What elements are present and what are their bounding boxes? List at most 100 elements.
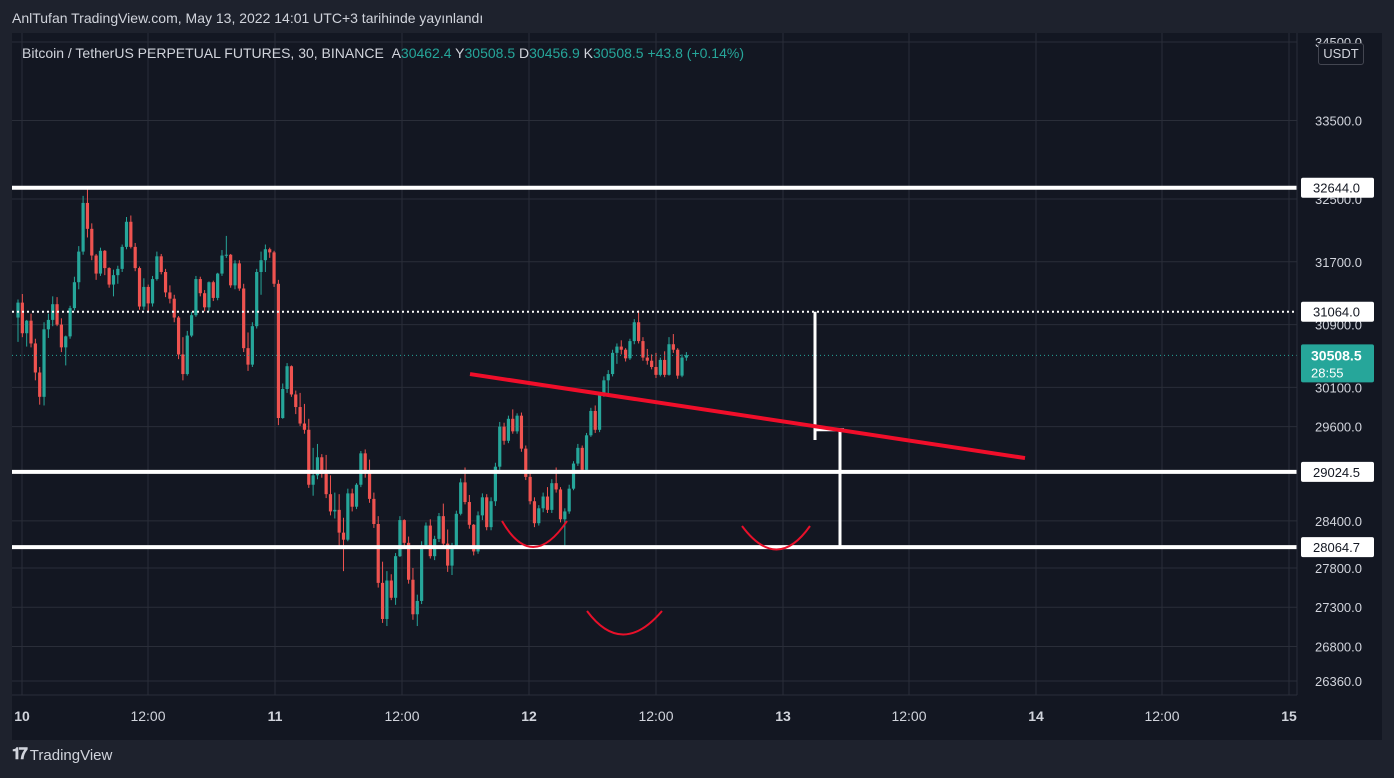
current-price-label-bg	[1301, 344, 1374, 383]
candle-body	[190, 315, 194, 336]
candle-body	[194, 279, 198, 316]
candle-body	[402, 520, 406, 543]
candle-body	[589, 410, 593, 436]
candle-body	[597, 394, 602, 430]
candle-body	[42, 329, 46, 397]
candle-body	[610, 352, 615, 375]
price-axis-tick: 27300.0	[1315, 600, 1362, 615]
candle-body	[25, 320, 29, 334]
candlestick-chart[interactable]: 34500.033500.032500.031700.030900.030100…	[12, 33, 1382, 740]
candle-body	[150, 279, 155, 304]
open-label: A	[391, 45, 401, 61]
neckline-trendline[interactable]	[469, 372, 1026, 461]
time-axis-tick: 12:00	[130, 708, 165, 724]
candle-body	[163, 272, 168, 293]
candle-body	[107, 268, 111, 285]
candle-body	[77, 251, 81, 283]
candle-body	[493, 466, 497, 502]
high-label: Y	[455, 45, 465, 61]
candle-body	[519, 415, 524, 449]
candle-body	[428, 525, 432, 557]
candle-body	[363, 453, 367, 473]
currency-badge[interactable]: USDT	[1318, 43, 1364, 65]
candle-body	[20, 302, 24, 334]
price-level-label-bg	[1301, 461, 1374, 482]
candle-body	[463, 482, 467, 503]
candle-body	[354, 484, 359, 507]
candle-body	[233, 263, 237, 286]
bar-countdown-label: 28:55	[1311, 365, 1344, 380]
candle-body	[606, 374, 610, 381]
candle-body	[216, 273, 220, 298]
candle-body	[485, 497, 489, 528]
price-axis-tick: 30100.0	[1315, 380, 1362, 395]
candle-body	[207, 282, 211, 308]
candle-body	[532, 501, 537, 524]
price-level-label: 29024.5	[1313, 465, 1360, 480]
candle-body	[320, 457, 324, 474]
time-axis-tick: 12:00	[384, 708, 419, 724]
candle-body	[624, 349, 628, 359]
publish-header: AnlTufan TradingView.com, May 13, 2022 1…	[12, 10, 484, 26]
candle-body	[268, 249, 272, 253]
time-axis-tick: 12:00	[891, 708, 926, 724]
price-axis-tick: 28400.0	[1315, 514, 1362, 529]
candle-body	[259, 260, 263, 273]
right-shoulder-arc[interactable]	[741, 525, 811, 551]
candle-body	[285, 366, 289, 389]
candle-body	[637, 322, 641, 342]
candle-body	[476, 515, 480, 552]
candle-body	[528, 476, 532, 502]
left-shoulder-arc[interactable]	[501, 520, 568, 548]
candle-body	[116, 268, 120, 276]
candle-body	[576, 447, 580, 464]
candle-body	[367, 472, 372, 499]
candle-body	[398, 520, 402, 557]
symbol-name[interactable]: Bitcoin / TetherUS PERPETUAL FUTURES, 30…	[22, 45, 384, 61]
candle-body	[242, 288, 246, 349]
price-level-label-bg	[1301, 537, 1374, 558]
candle-body	[55, 304, 59, 325]
time-axis-tick: 15	[1281, 708, 1297, 724]
candle-body	[159, 256, 163, 273]
chart-pane[interactable]: 34500.033500.032500.031700.030900.030100…	[12, 33, 1382, 740]
candle-body	[480, 497, 484, 516]
candle-body	[168, 292, 172, 299]
price-level-label-bg	[1301, 301, 1374, 322]
candle-body	[137, 268, 142, 307]
price-axis-tick: 26360.0	[1315, 674, 1362, 689]
candle-body	[671, 344, 675, 350]
candle-body	[567, 488, 571, 512]
candle-body	[289, 366, 294, 395]
candle-body	[676, 349, 680, 376]
tradingview-logo-icon: 𝟏𝟕	[12, 746, 28, 763]
candle-body	[46, 319, 50, 330]
candle-body	[376, 523, 380, 583]
candle-body	[654, 366, 658, 375]
candle-body	[302, 423, 307, 430]
tradingview-logo[interactable]: 𝟏𝟕 TradingView	[12, 746, 112, 764]
candle-body	[272, 252, 276, 284]
candle-body	[337, 509, 341, 533]
candle-body	[90, 228, 94, 256]
candle-body	[498, 426, 502, 467]
candle-body	[198, 279, 202, 294]
candle-body	[311, 475, 315, 485]
candle-body	[38, 372, 42, 397]
symbol-legend: Bitcoin / TetherUS PERPETUAL FUTURES, 30…	[22, 45, 744, 61]
candle-body	[176, 317, 181, 355]
head-arc[interactable]	[586, 610, 663, 636]
candle-body	[146, 286, 150, 304]
candle-body	[81, 202, 85, 252]
candle-body	[602, 380, 606, 395]
candle-body	[641, 341, 645, 358]
candle-body	[333, 509, 337, 512]
candle-body	[224, 254, 228, 256]
candle-body	[658, 359, 662, 375]
candle-body	[441, 516, 445, 544]
candle-body	[359, 453, 363, 485]
candle-body	[237, 263, 241, 289]
candle-body	[420, 545, 424, 601]
close-value: 30508.5	[592, 45, 644, 61]
candle-body	[407, 542, 411, 580]
